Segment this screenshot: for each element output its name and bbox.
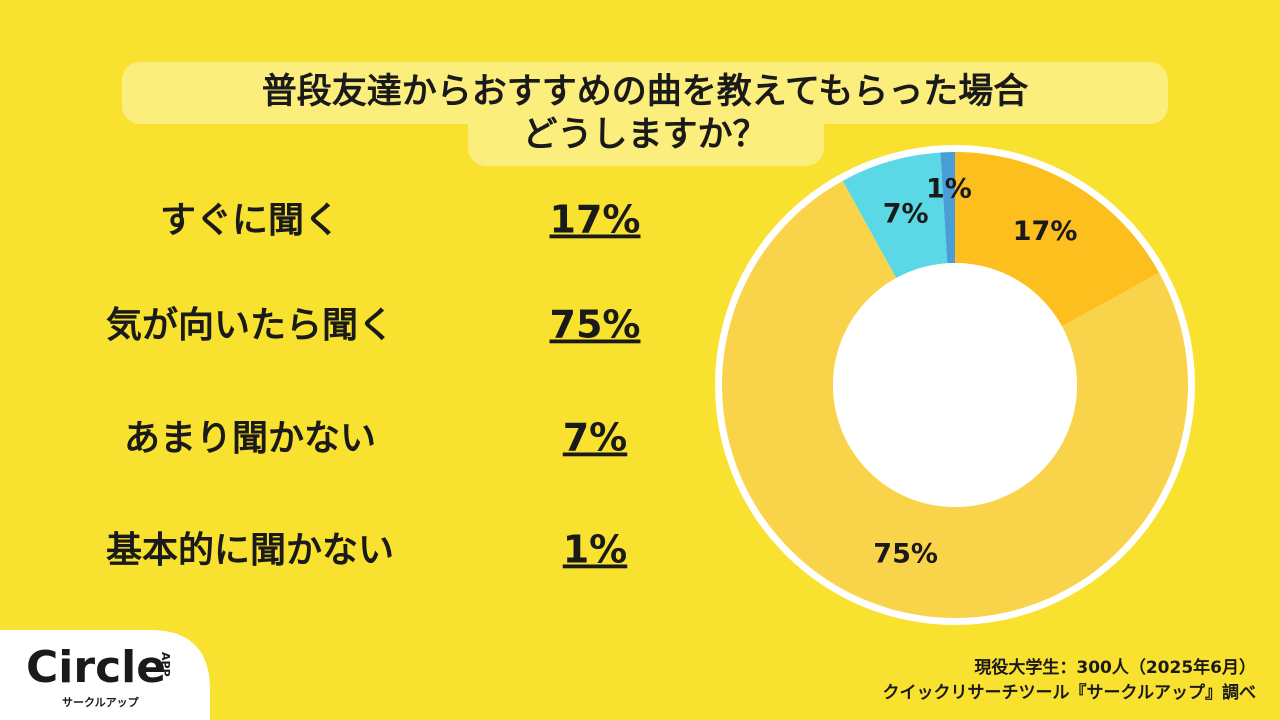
source-note: クイックリサーチツール『サークルアップ』調べ: [883, 682, 1257, 703]
row-label: あまり聞かない: [124, 418, 376, 459]
slice-label: 1%: [926, 174, 972, 205]
row-value: 75%: [550, 303, 641, 347]
logo-panel: [0, 630, 210, 720]
donut-slice: [722, 180, 1188, 619]
slice-label: 75%: [873, 538, 938, 569]
slice-label: 7%: [883, 199, 929, 230]
donut-slice: [955, 152, 1160, 327]
title-band: [122, 62, 1168, 124]
row-value: 17%: [550, 198, 641, 242]
donut-hole: [833, 263, 1077, 507]
row-label: 基本的に聞かない: [106, 530, 394, 571]
chart-title: どうしますか？: [522, 115, 767, 155]
row-value: 1%: [563, 528, 628, 572]
slice-label: 17%: [1013, 216, 1078, 247]
source-note: 現役大学生：300人（2025年6月）: [974, 657, 1256, 678]
chart-title: 普段友達からおすすめの曲を教えてもらった場合: [262, 71, 1029, 112]
logo-text: Circle: [26, 642, 166, 693]
title-band: [468, 108, 824, 166]
logo-badge: APP: [159, 652, 172, 677]
row-label: すぐに聞く: [160, 200, 340, 241]
donut-slice: [842, 152, 948, 279]
logo-kana: サークルアップ: [62, 695, 140, 709]
row-value: 7%: [563, 416, 628, 460]
row-label: 気が向いたら聞く: [106, 305, 394, 346]
donut-slice: [940, 152, 955, 264]
